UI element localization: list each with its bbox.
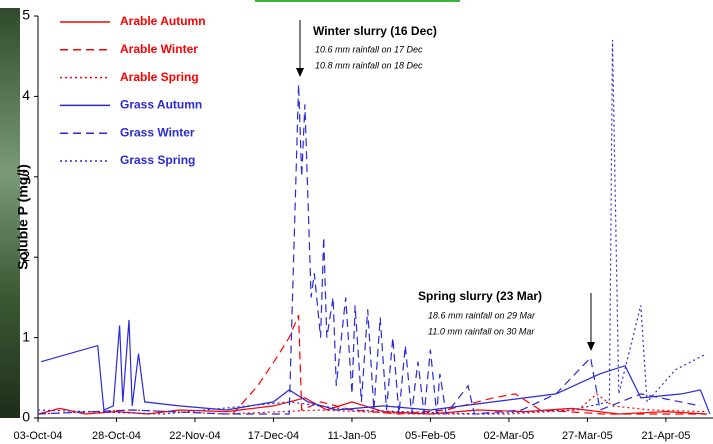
annotation-note: 11.0 mm rainfall on 30 Mar	[428, 326, 535, 336]
x-tick-label: 22-Nov-04	[169, 430, 220, 442]
y-tick-label: 5	[22, 7, 30, 23]
y-tick-label: 2	[22, 248, 30, 264]
y-tick-label: 3	[22, 168, 30, 184]
legend-label: Arable Winter	[120, 42, 198, 56]
annotation-title: Spring slurry (23 Mar)	[418, 289, 542, 303]
x-tick-label: 05-Feb-05	[405, 430, 456, 442]
y-tick-label: 0	[22, 409, 30, 425]
legend-label: Grass Winter	[120, 125, 195, 139]
x-tick-label: 02-Mar-05	[484, 430, 535, 442]
annotation-title: Winter slurry (16 Dec)	[313, 24, 437, 38]
annotation-note: 10.8 mm rainfall on 18 Dec	[315, 60, 423, 70]
arrow-head	[587, 342, 595, 351]
x-tick-label: 11-Jan-05	[328, 430, 377, 442]
legend-label: Grass Spring	[120, 153, 195, 167]
legend-label: Grass Autumn	[120, 98, 202, 112]
annotation-note: 10.6 mm rainfall on 17 Dec	[315, 44, 423, 54]
legend-label: Arable Autumn	[120, 14, 206, 28]
arrow-head	[296, 68, 304, 77]
legend-label: Arable Spring	[120, 70, 199, 84]
chart: Soluble P (mg/l) Winter slurry (16 Dec) …	[0, 0, 713, 444]
x-tick-label: 27-Mar-05	[562, 430, 613, 442]
x-tick-label: 21-Apr-05	[641, 430, 690, 442]
annotation-note: 18.6 mm rainfall on 29 Mar	[428, 310, 536, 320]
x-tick-label: 03-Oct-04	[14, 430, 63, 442]
x-tick-label: 17-Dec-04	[248, 430, 299, 442]
y-tick-label: 1	[22, 328, 30, 344]
x-tick-label: 28-Oct-04	[92, 430, 141, 442]
y-tick-label: 4	[22, 87, 30, 103]
